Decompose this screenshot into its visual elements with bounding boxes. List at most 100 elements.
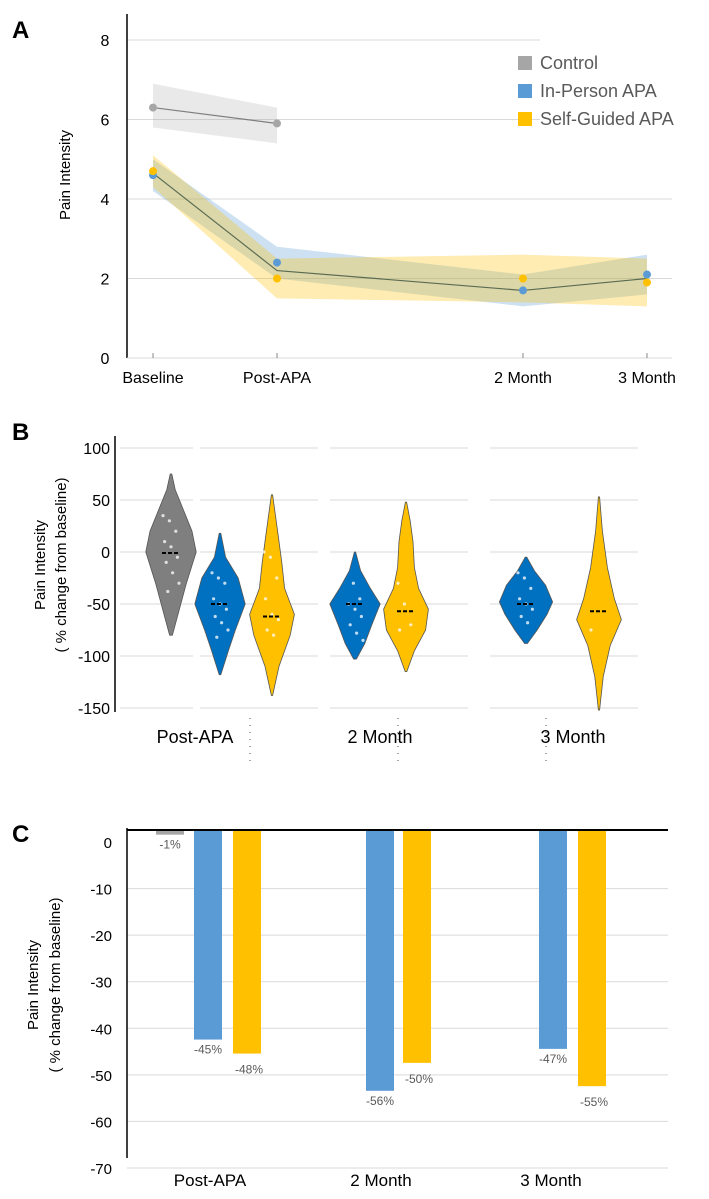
panel-a-data-points	[149, 103, 651, 295]
panel-a-y-tick-label: 2	[101, 272, 110, 289]
panel-b-violin-in-person-apa	[499, 556, 553, 644]
panel-b-violin-group	[194, 532, 246, 676]
panel-a-legend-label: In-Person APA	[540, 81, 657, 101]
panel-c-bar-chart: C -1% -45% -56% -47% -48% -50% -55% 0 -10 -20 -30…	[12, 821, 668, 1190]
panel-b-violin-point	[402, 602, 406, 606]
panel-c-bar-in-person-apa	[194, 830, 222, 1040]
panel-b-gridlines	[120, 447, 638, 709]
panel-b-violin-group	[383, 501, 429, 672]
panel-a-axes	[126, 14, 672, 359]
panel-a-legend-swatch	[518, 112, 532, 126]
panel-b-violin-point	[216, 576, 220, 580]
panel-c-x-tick-label: Post-APA	[174, 1171, 247, 1190]
panel-b-violin-point	[223, 581, 227, 585]
panel-b-y-tick-label: 50	[92, 493, 110, 510]
panel-c-bar-self-guided-apa	[403, 830, 431, 1063]
panel-b-violin-point	[398, 628, 402, 632]
panel-b-violin-point	[355, 631, 359, 635]
panel-a-series-lines	[152, 106, 648, 292]
panel-a-x-tick-label: 2 Month	[494, 370, 552, 387]
panel-b-violin-point	[359, 614, 363, 619]
panel-a-x-tick-label: Baseline	[122, 370, 183, 387]
panel-c-bar-in-person-apa	[366, 830, 394, 1091]
panel-b-violin-point	[167, 519, 171, 523]
panel-a-point-self-guided-apa	[519, 274, 527, 283]
panel-a-legend-swatch	[518, 56, 532, 70]
panel-a-y-tick-label: 6	[101, 113, 110, 130]
panel-a-x-tick-labels: Baseline Post-APA 2 Month 3 Month	[122, 370, 676, 387]
panel-b-violin-point	[358, 597, 362, 601]
panel-a-point-in-person-apa	[643, 270, 651, 279]
panel-b-y-tick-labels: 100 50 0 -50 -100 -150	[78, 441, 110, 718]
panel-a-y-tick-labels: 0 2 4 6 8	[101, 33, 110, 368]
panel-c-x-tick-label: 3 Month	[520, 1171, 581, 1190]
panel-b-violin-point	[526, 621, 530, 625]
panel-b-violin-point	[361, 638, 365, 643]
panel-b-violin-point	[175, 555, 179, 559]
panel-c-y-axis-label-line-1: Pain Intensity	[25, 939, 42, 1030]
panel-a-legend-label: Control	[540, 53, 598, 73]
panel-a-letter: A	[12, 17, 29, 44]
panel-b-violin-self-guided-apa	[383, 501, 429, 672]
panel-b-violin-control	[145, 473, 197, 636]
panel-a-legend: Control In-Person APA Self-Guided APA	[518, 53, 674, 129]
panel-b-violin-point	[169, 545, 173, 549]
panel-b-violin-group	[499, 556, 553, 644]
panel-c-data-label: -56%	[366, 1094, 394, 1108]
panel-b-x-tick-labels: Post-APA 2 Month 3 Month	[157, 727, 606, 747]
panel-b-letter: B	[12, 419, 29, 446]
panel-b-y-tick-label: 0	[101, 545, 110, 562]
panel-c-x-tick-label: 2 Month	[350, 1171, 411, 1190]
panel-c-y-axis-label-line-2: ( % change from baseline)	[47, 897, 64, 1072]
panel-b-violin-point	[516, 571, 520, 575]
panel-b-violin-self-guided-apa	[576, 496, 622, 711]
panel-b-y-axis-label-line-2: ( % change from baseline)	[53, 477, 70, 652]
panel-b-violin-point	[529, 586, 533, 591]
panel-a-x-tick-label: 3 Month	[618, 370, 676, 387]
panel-c-y-tick-label: -10	[90, 882, 112, 899]
panel-b-violin-point	[265, 628, 269, 632]
panel-c-x-tick-labels: Post-APA 2 Month 3 Month	[174, 1171, 582, 1190]
panel-b-violin-group	[576, 496, 622, 711]
panel-a-x-tick-label: Post-APA	[243, 370, 312, 387]
panel-b-violin-point	[518, 597, 522, 601]
panel-a-point-self-guided-apa	[643, 278, 651, 287]
panel-b-violin-point	[275, 576, 279, 580]
panel-c-y-tick-label: -30	[90, 975, 112, 992]
panel-c-data-label: -55%	[580, 1095, 608, 1109]
panel-b-y-axis-label-line-1: Pain Intensity	[32, 519, 49, 610]
panel-b-violin-point	[409, 623, 413, 627]
panel-b-violin-point	[589, 628, 593, 632]
panel-b-violin-point	[264, 597, 268, 601]
panel-b-violin-point	[351, 581, 355, 585]
panel-c-y-tick-label: -60	[90, 1114, 112, 1131]
panel-b-violin-point	[213, 614, 217, 619]
panel-a-point-control	[273, 119, 281, 128]
panel-c-bar-in-person-apa	[539, 830, 567, 1049]
panel-c-bar-self-guided-apa	[233, 830, 261, 1054]
panel-a-point-self-guided-apa	[273, 274, 281, 283]
panel-a-legend-swatch	[518, 84, 532, 98]
panel-b-violin-point	[215, 635, 219, 639]
panel-b-violin-point	[276, 618, 280, 622]
panel-a-point-in-person-apa	[273, 258, 281, 267]
panel-c-y-axis-label: Pain Intensity ( % change from baseline)	[25, 897, 64, 1072]
panel-b-violin-point	[163, 540, 167, 544]
panel-b-violin-point	[530, 607, 535, 611]
panel-b-violin-point	[522, 576, 527, 580]
panel-b-violin-point	[212, 597, 216, 601]
panel-b-violin-group	[145, 473, 197, 636]
panel-c-y-tick-label: 0	[104, 835, 112, 852]
panel-a-y-tick-label: 4	[101, 192, 110, 209]
panel-b-y-tick-label: -150	[78, 701, 110, 718]
panel-c-axes	[126, 828, 668, 1158]
panel-b-violin-self-guided-apa	[249, 494, 295, 696]
panel-b-violin-group	[249, 494, 295, 696]
panel-c-data-label: -50%	[405, 1072, 433, 1086]
panel-b-violin-point	[272, 633, 276, 637]
panel-b-violin-point	[268, 555, 272, 559]
panel-a-point-control	[149, 103, 157, 112]
panel-b-violin-point	[396, 581, 400, 585]
panel-b-violin-point	[177, 581, 181, 585]
panel-b-violin-chart: B 100 50 0 -50 -100 -150 Post-APA 2 Month 3 Mon…	[12, 419, 638, 762]
